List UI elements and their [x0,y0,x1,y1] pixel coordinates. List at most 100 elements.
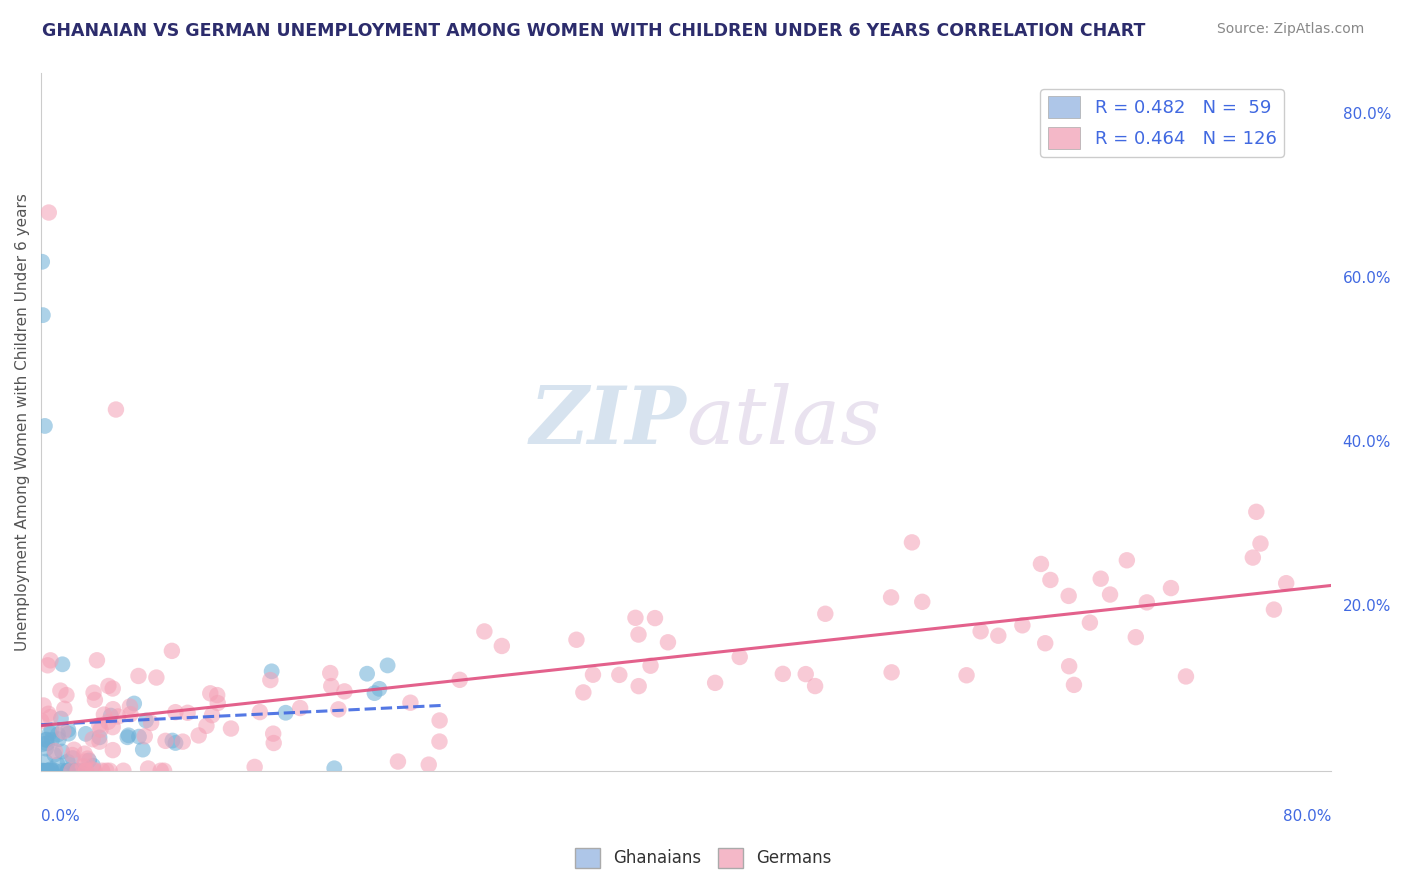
Point [449,673,471,687]
Point [37,658,59,673]
Point [39,762,62,776]
Legend: R = 0.482   N =  59, R = 0.464   N = 126: R = 0.482 N = 59, R = 0.464 N = 126 [1040,89,1284,156]
Point [35,764,58,778]
Point [117,731,139,745]
Point [399,696,422,710]
Point [128,730,150,744]
Point [260,665,283,679]
Text: 80.0%: 80.0% [1284,809,1331,824]
Point [387,755,409,769]
Point [172,734,194,748]
Point [474,624,496,639]
Point [73,747,96,761]
Point [804,679,827,693]
Point [84,693,107,707]
Point [155,734,177,748]
Point [51,657,73,672]
Point [101,702,124,716]
Point [356,666,378,681]
Point [1246,505,1268,519]
Point [62,751,84,765]
Point [135,714,157,728]
Point [32,698,55,713]
Point [262,726,284,740]
Point [38,205,60,219]
Point [46,757,69,772]
Text: ZIP: ZIP [530,383,686,460]
Point [82,758,104,772]
Point [49,712,72,726]
Point [32,764,55,778]
Point [31,737,53,751]
Point [627,679,650,693]
Point [44,744,66,758]
Point [201,708,224,723]
Point [83,686,105,700]
Point [90,723,112,737]
Point [98,764,121,778]
Point [160,644,183,658]
Text: atlas: atlas [686,383,882,460]
Point [1263,602,1285,616]
Point [139,715,162,730]
Point [429,714,451,728]
Point [136,762,159,776]
Text: 40.0%: 40.0% [1343,435,1391,450]
Point [89,731,111,745]
Point [52,724,75,739]
Point [1099,588,1122,602]
Point [63,764,86,778]
Point [120,707,142,722]
Point [259,673,281,687]
Point [35,732,58,747]
Point [77,754,100,768]
Point [52,764,75,778]
Point [86,653,108,667]
Point [118,699,141,714]
Point [41,723,63,737]
Point [162,733,184,747]
Point [55,688,77,702]
Point [1057,589,1080,603]
Point [112,764,135,778]
Point [640,658,662,673]
Text: 0.0%: 0.0% [41,809,80,824]
Point [58,723,80,737]
Point [127,669,149,683]
Point [89,718,111,732]
Text: GHANAIAN VS GERMAN UNEMPLOYMENT AMONG WOMEN WITH CHILDREN UNDER 6 YEARS CORRELAT: GHANAIAN VS GERMAN UNEMPLOYMENT AMONG WO… [42,22,1146,40]
Point [1136,595,1159,609]
Point [82,732,104,747]
Point [205,688,228,702]
Point [75,755,97,769]
Point [1174,669,1197,683]
Point [377,658,399,673]
Point [34,419,56,434]
Point [1078,615,1101,630]
Point [607,668,630,682]
Point [58,726,80,740]
Point [67,764,90,778]
Point [207,696,229,710]
Point [794,667,817,681]
Text: 60.0%: 60.0% [1343,270,1391,285]
Point [627,627,650,641]
Point [987,629,1010,643]
Point [35,736,58,750]
Point [333,684,356,698]
Point [319,666,342,681]
Point [195,719,218,733]
Point [91,764,114,778]
Point [101,743,124,757]
Point [274,706,297,720]
Point [56,755,79,769]
Point [134,729,156,743]
Point [31,254,53,268]
Point [37,764,59,778]
Point [100,708,122,723]
Point [66,764,89,778]
Point [263,736,285,750]
Legend: Ghanaians, Germans: Ghanaians, Germans [568,841,838,875]
Point [728,650,751,665]
Point [582,667,605,681]
